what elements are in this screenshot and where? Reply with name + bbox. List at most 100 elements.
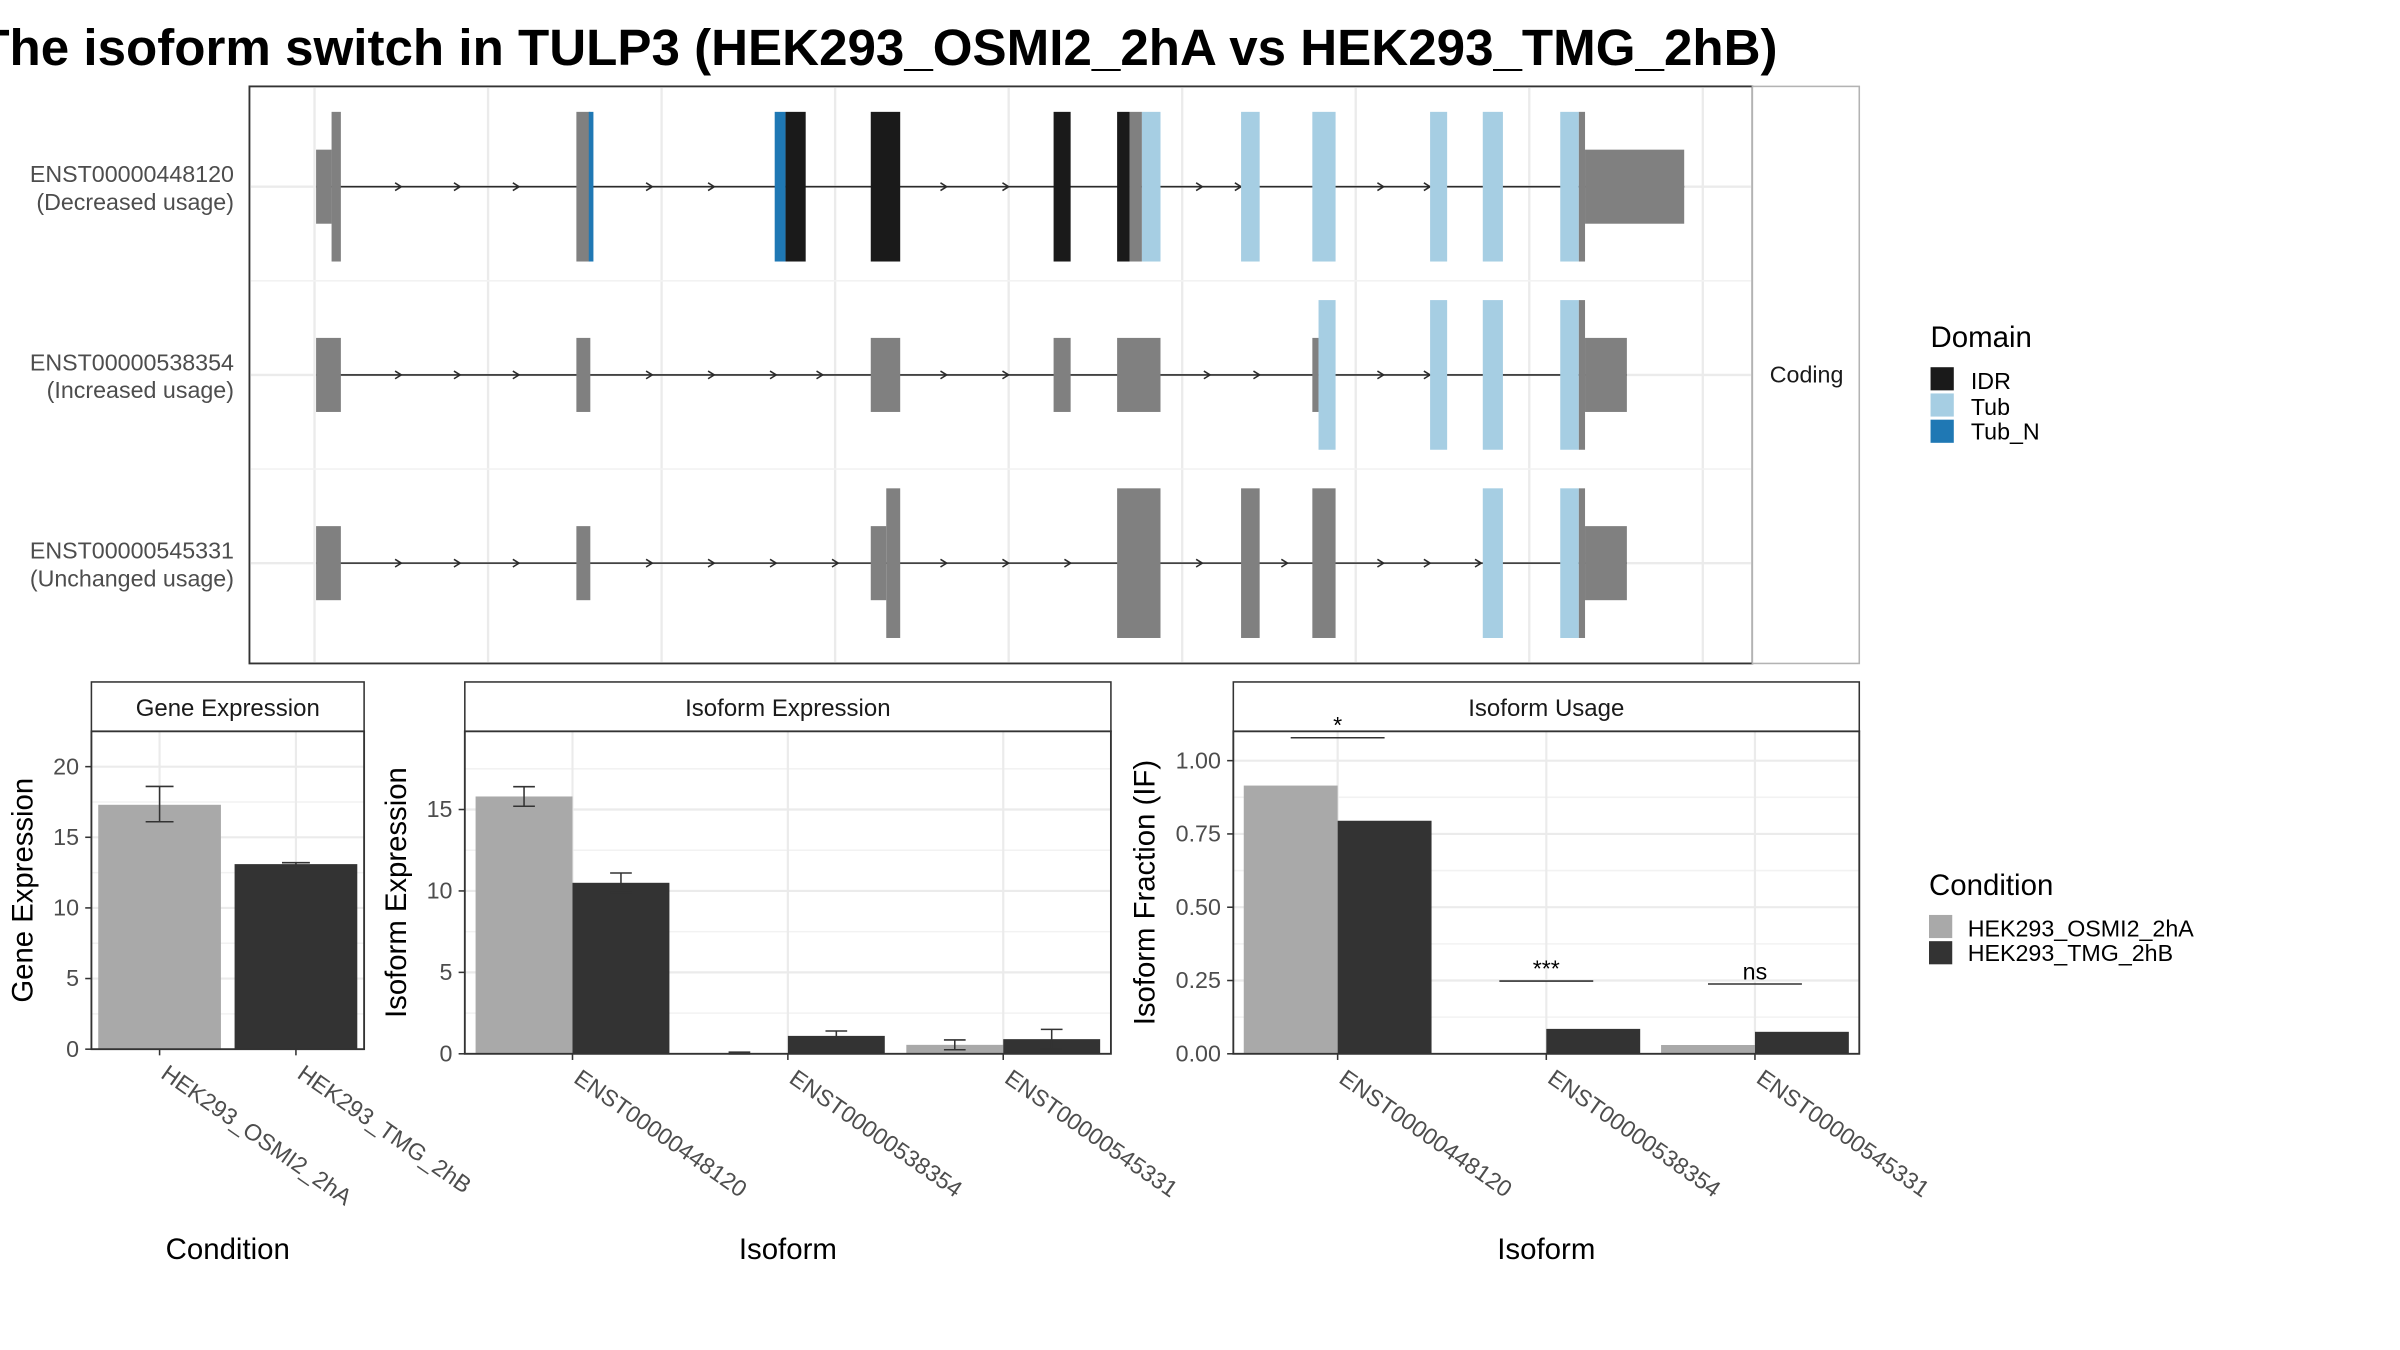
bar [787, 1035, 885, 1054]
x-axis-title: Isoform [1497, 1233, 1595, 1266]
coding-exon [1578, 488, 1586, 638]
intron-arrow [1002, 182, 1011, 192]
coding-exon [1241, 111, 1260, 262]
y-axis-title: Gene Expression [6, 778, 39, 1003]
structure-transcripts [316, 111, 1685, 638]
intron-arrow [940, 370, 949, 380]
facet-strip [1751, 85, 1861, 665]
coding-exon [1430, 300, 1448, 450]
coding-exon [1430, 111, 1448, 262]
transcript-row-3 [316, 488, 1627, 638]
intron-arrow [1474, 558, 1483, 568]
intron-arrow [512, 558, 521, 568]
intron-arrow [1002, 370, 1011, 380]
intron-arrow [645, 558, 654, 568]
intron-arrow [1002, 558, 1011, 568]
coding-exon [1560, 488, 1579, 638]
bar [1661, 1045, 1755, 1054]
panel-strip [1232, 681, 1861, 733]
coding-exon [576, 111, 591, 262]
utr-exon [1117, 337, 1161, 412]
intron-arrow [1195, 182, 1204, 192]
x-tick-label: ENST00000545331 [1000, 1064, 1182, 1202]
y-tick-label: 0 [66, 1036, 79, 1062]
significance-label: *** [1533, 955, 1560, 981]
intron-arrow [1234, 182, 1243, 192]
x-axis-title: Condition [166, 1233, 290, 1266]
intron-arrow [512, 182, 521, 192]
x-tick-label: ENST00000538354 [785, 1064, 967, 1202]
condition-legend-title: Condition [1929, 869, 2053, 902]
significance-label: ns [1743, 958, 1768, 984]
intron-arrow [831, 558, 840, 568]
coding-exon [870, 111, 901, 262]
y-tick-label: 10 [53, 895, 79, 921]
y-tick-label: 15 [53, 824, 79, 850]
bar [1337, 820, 1432, 1054]
x-tick-label: ENST00000538354 [1543, 1064, 1725, 1202]
intron-arrow [1377, 558, 1386, 568]
coding-exon [1482, 111, 1503, 262]
coding-exon [1129, 111, 1142, 262]
domain-legend-title: Domain [1931, 321, 2032, 354]
coding-exon [1578, 300, 1586, 450]
legend-label-idr: IDR [1971, 368, 2011, 394]
y-tick-label: 0.25 [1176, 967, 1221, 993]
coding-exon [588, 111, 594, 262]
transcript-structure-panel: Coding ENST00000448120 (Decreased usage)… [30, 85, 1861, 665]
intron-arrow [816, 370, 825, 380]
significance-label: * [1333, 712, 1342, 738]
intron-arrow [1253, 370, 1262, 380]
domain-legend: Domain IDR Tub Tub_N [1930, 321, 2040, 445]
intron-arrow [769, 370, 778, 380]
isoform-label-2-usage: (Increased usage) [47, 377, 234, 403]
intron-arrow [394, 182, 403, 192]
y-tick-label: 20 [53, 753, 79, 779]
coding-exon [1117, 488, 1161, 638]
coding-exon [1318, 300, 1336, 450]
coding-exon [1560, 111, 1579, 262]
intron-arrow [394, 558, 403, 568]
intron-arrow [707, 370, 716, 380]
coding-exon [1117, 111, 1130, 262]
utr-exon [316, 526, 341, 601]
panel-title: Isoform Expression [685, 695, 890, 722]
bar [98, 804, 221, 1050]
bar [1243, 785, 1338, 1054]
coding-exon [1560, 300, 1579, 450]
coding-exon [1141, 111, 1161, 262]
intron-arrow [645, 182, 654, 192]
gene-expression-chart: Gene Expression05101520HEK293_OSMI2_2hAH… [6, 681, 476, 1266]
legend-swatch-tub [1930, 393, 1954, 417]
legend-swatch-tub-n [1930, 419, 1954, 443]
panel-strip [464, 681, 1112, 733]
y-tick-label: 0.00 [1176, 1041, 1221, 1067]
isoform-label-3-usage: (Unchanged usage) [30, 565, 234, 591]
coding-exon [886, 488, 901, 638]
x-tick-label: ENST00000448120 [570, 1064, 752, 1202]
intron-arrow [453, 370, 462, 380]
intron-arrow [707, 558, 716, 568]
utr-exon [576, 337, 591, 412]
intron-arrow [769, 558, 778, 568]
isoform-usage-chart: Isoform Usage**** ns0.000.250.500.751.00E… [1128, 681, 1934, 1266]
panel-title: Isoform Usage [1468, 695, 1624, 722]
coding-exon [785, 111, 806, 262]
legend-swatch-cond-a [1929, 914, 1953, 939]
legend-swatch-idr [1930, 367, 1954, 391]
isoform-label-1-usage: (Decreased usage) [36, 189, 234, 215]
utr-exon [870, 337, 901, 412]
isoform-label-3-id: ENST00000545331 [30, 538, 234, 564]
panel-border [90, 730, 366, 1051]
y-tick-label: 0.50 [1176, 894, 1221, 920]
y-tick-label: 15 [427, 796, 453, 822]
y-axis-title: Isoform Expression [380, 767, 413, 1018]
intron-arrow [453, 558, 462, 568]
utr-exon [1312, 337, 1319, 412]
isoform-label-2-id: ENST00000538354 [30, 349, 234, 375]
intron-arrow [1377, 370, 1386, 380]
utr-exon [576, 526, 591, 601]
bar [572, 882, 670, 1054]
panel-strip [90, 681, 365, 733]
transcript-row-1 [316, 111, 1685, 262]
